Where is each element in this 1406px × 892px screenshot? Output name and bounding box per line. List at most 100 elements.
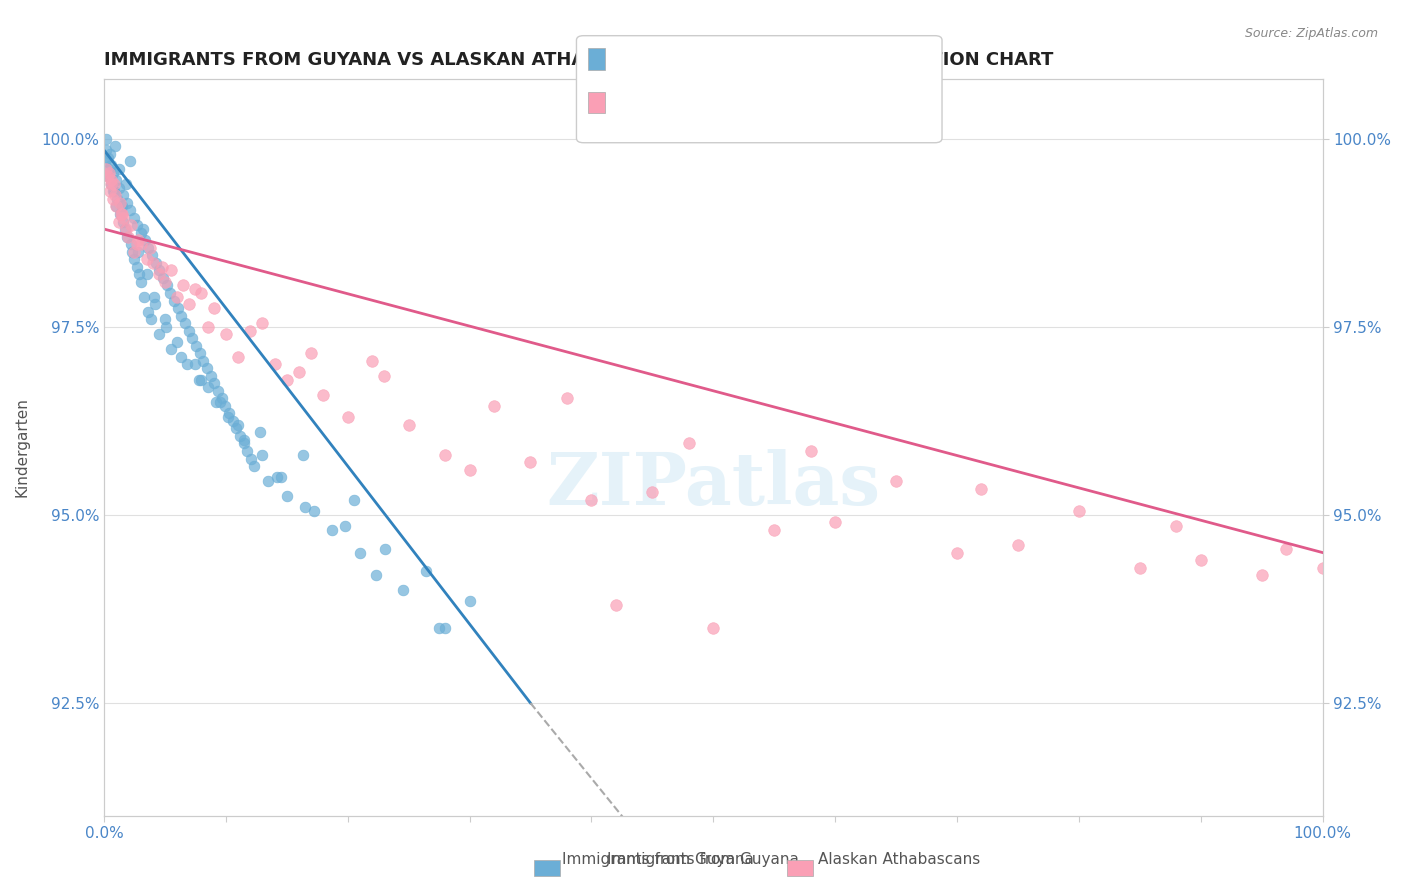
Point [104,139,127,153]
Point [117,229,139,244]
Point [678,436,700,450]
Point [128,267,150,281]
Point [434,621,457,635]
Point [1312,560,1334,574]
Point [1007,538,1029,552]
Text: 74: 74 [747,98,772,116]
Text: -0.440: -0.440 [643,56,707,74]
Point [132,222,155,236]
Point [1166,519,1188,533]
Point [97,151,120,165]
Point [160,343,183,357]
Point [458,594,481,608]
Point [143,297,166,311]
Point [252,448,274,462]
Point [125,260,148,274]
Point [195,361,218,376]
Point [336,410,359,425]
Point [135,267,157,281]
Point [142,256,165,270]
Point [94,154,117,169]
Point [96,161,118,176]
Text: ZIPatlas: ZIPatlas [546,449,880,520]
Point [103,185,125,199]
Point [100,158,122,172]
Point [134,290,156,304]
Point [226,417,249,432]
Point [148,263,170,277]
Point [458,463,481,477]
Point [177,324,200,338]
Point [1189,553,1212,567]
Point [120,237,142,252]
Point [122,211,145,225]
Point [215,327,238,342]
Point [1275,541,1298,556]
Point [135,252,157,267]
Point [184,358,207,372]
Point [134,233,156,247]
Point [108,180,131,194]
Point [142,290,165,304]
Point [127,244,149,259]
Text: -0.173: -0.173 [643,98,707,116]
Point [391,583,413,598]
Point [232,436,254,450]
Point [112,211,135,225]
Point [361,353,384,368]
Point [97,166,120,180]
Point [415,565,437,579]
Point [110,207,132,221]
Text: 116: 116 [747,56,785,74]
Point [302,504,325,518]
Point [172,278,194,293]
Point [884,474,907,488]
Point [170,309,193,323]
Point [294,500,316,515]
Point [97,161,120,176]
Point [141,248,163,262]
Point [321,523,343,537]
Text: R =: R = [609,56,648,74]
Point [1250,568,1272,582]
Point [1129,560,1152,574]
Point [98,185,121,199]
Point [136,305,159,319]
Point [166,334,188,349]
Point [141,312,163,326]
Point [236,444,259,458]
Point [111,207,134,221]
Point [101,185,124,199]
Point [129,237,152,252]
Point [824,516,846,530]
Point [125,237,148,252]
Point [152,260,174,274]
Point [970,482,993,496]
Text: Immigrants from Guyana: Immigrants from Guyana [607,852,799,867]
Point [145,256,167,270]
Point [184,339,207,353]
Point [270,470,292,484]
Point [166,301,188,315]
Point [581,492,603,507]
Point [120,203,142,218]
Point [100,177,122,191]
Point [105,199,128,213]
Point [115,195,138,210]
Point [104,173,127,187]
Point [100,173,122,187]
Point [207,384,229,398]
Point [276,372,298,386]
Point [374,541,396,556]
Point [225,421,247,435]
Point [181,331,204,345]
Point [641,485,664,500]
Point [243,458,266,473]
Point [176,358,198,372]
Point [202,301,225,315]
Point [114,222,136,236]
Point [239,451,262,466]
Point [97,169,120,184]
Point [108,207,131,221]
Point [519,455,541,469]
